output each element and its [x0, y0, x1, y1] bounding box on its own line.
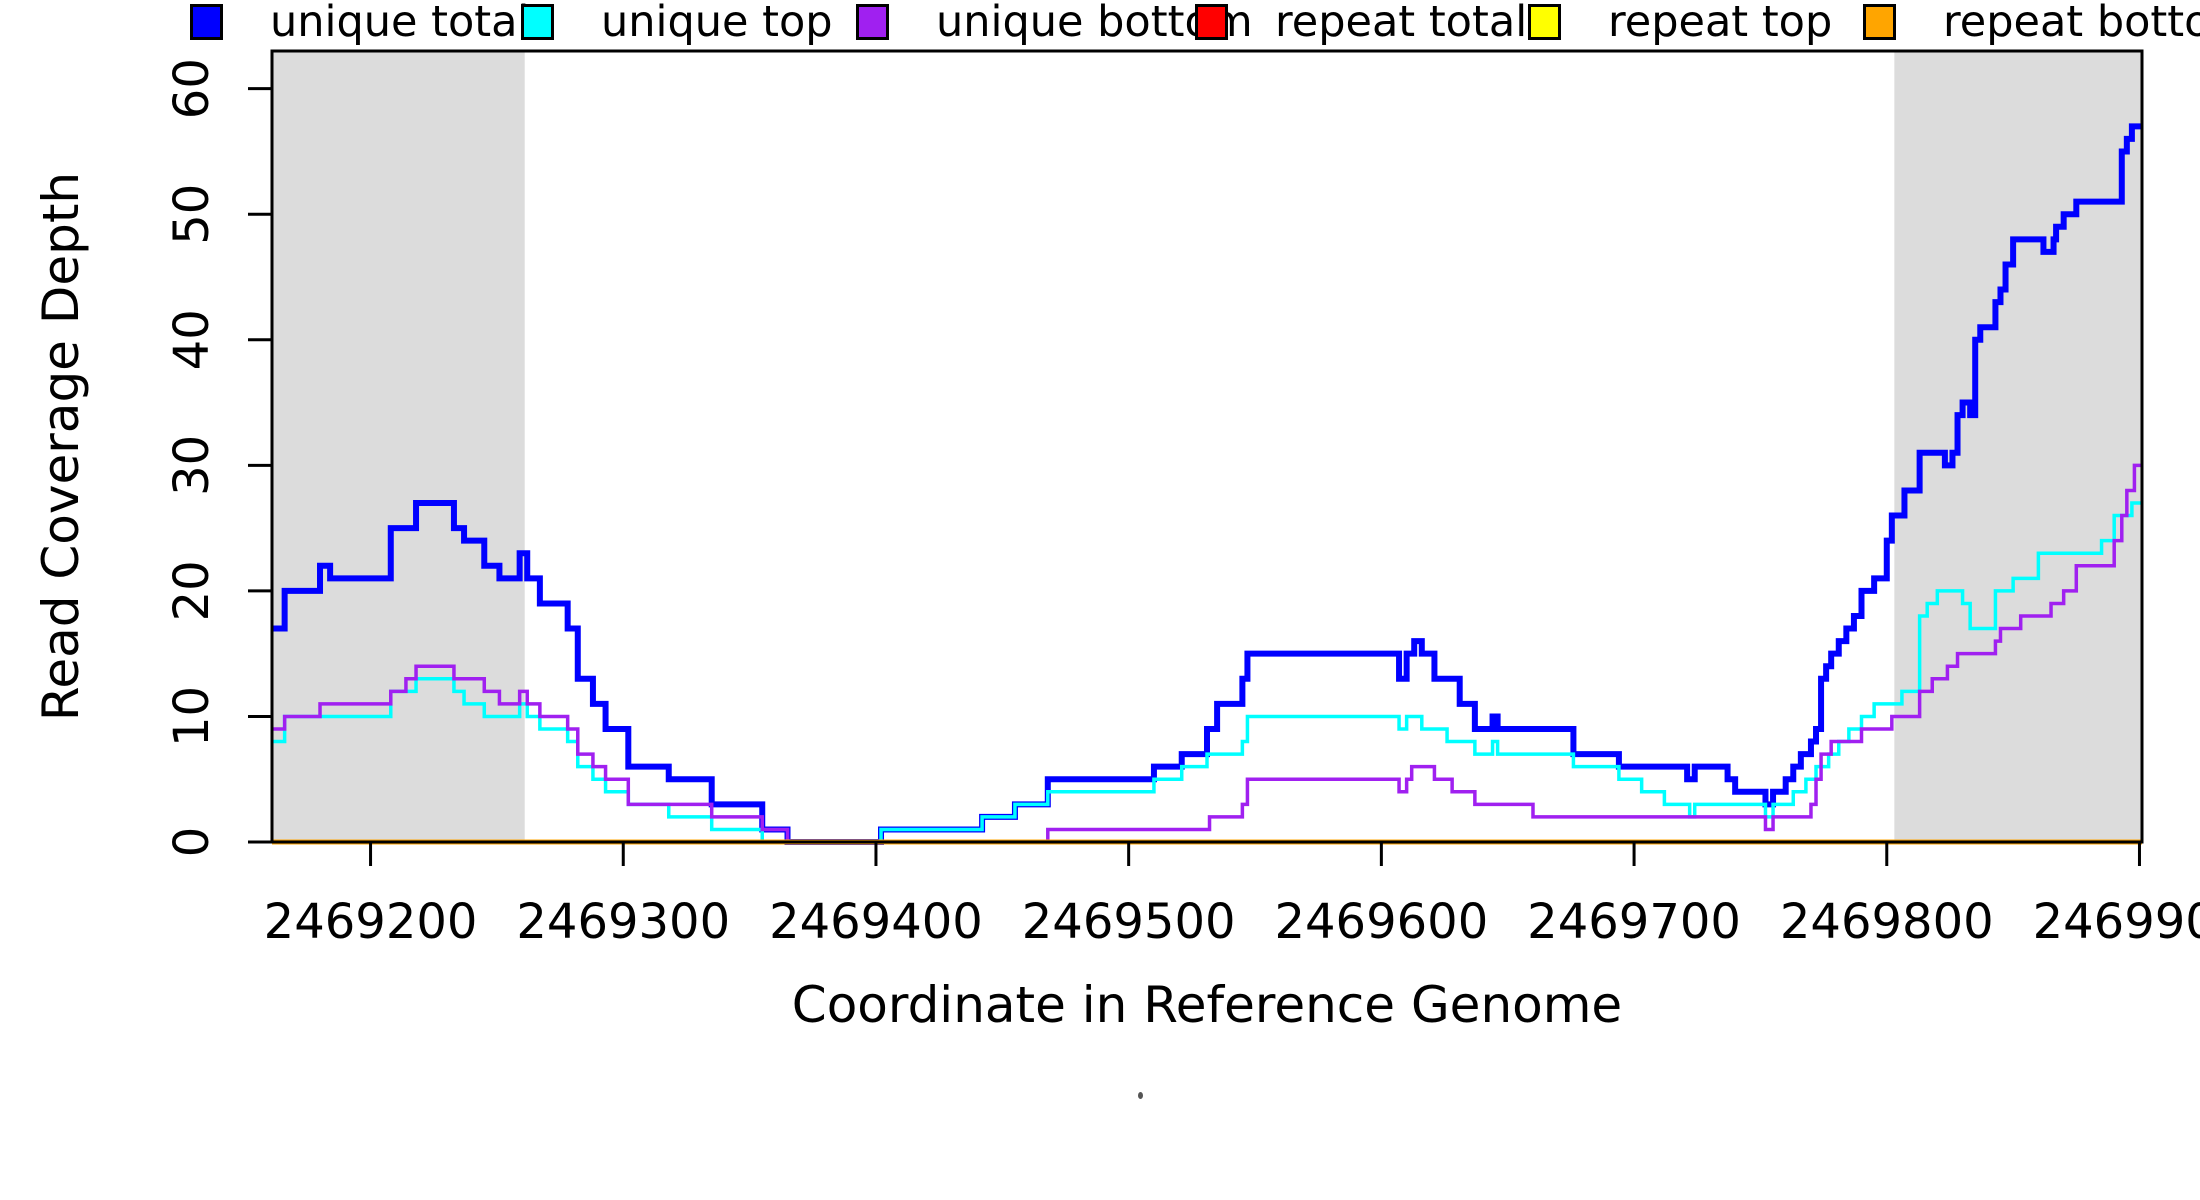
y-tick-label-30: 30 — [164, 435, 220, 496]
legend-label: unique total — [270, 0, 530, 47]
series-unique-bottom — [272, 463, 2142, 844]
legend-item-repeat-top: repeat top — [1528, 0, 1833, 47]
stray-dot — [1138, 1092, 1143, 1099]
x-tick-label-2469200: 2469200 — [264, 894, 478, 950]
y-tick-label-60: 60 — [164, 58, 220, 119]
axis-ticks — [248, 87, 2141, 866]
legend-label: unique top — [601, 0, 833, 47]
legend-swatch-unique-top — [521, 4, 554, 40]
x-tick-label-2469700: 2469700 — [1527, 894, 1741, 950]
legend-item-unique-bottom: unique bottom — [856, 0, 1253, 47]
x-tick-label-2469300: 2469300 — [516, 894, 730, 950]
legend-swatch-repeat-bottom — [1863, 4, 1896, 40]
x-tick-label-2469600: 2469600 — [1274, 894, 1488, 950]
legend-label: repeat total — [1275, 0, 1528, 47]
shaded-region-1 — [272, 51, 525, 842]
legend: unique total unique top unique bottom repea… — [0, 0, 2200, 48]
series-unique-total — [272, 123, 2142, 845]
x-tick-label-2469900: 2469900 — [2033, 894, 2200, 950]
legend-swatch-unique-total — [190, 4, 223, 40]
legend-swatch-unique-bottom — [856, 4, 889, 40]
legend-item-repeat-total: repeat total — [1195, 0, 1528, 47]
y-tick-label-20: 20 — [164, 560, 220, 621]
y-axis-title: Read Coverage Depth — [32, 172, 90, 721]
legend-label: repeat bottom — [1943, 0, 2200, 47]
series-lines — [272, 123, 2142, 845]
shaded-region-2 — [1894, 51, 2142, 842]
x-tick-label-2469400: 2469400 — [769, 894, 983, 950]
legend-item-unique-total: unique total — [190, 0, 530, 47]
y-tick-label-40: 40 — [164, 309, 220, 370]
y-tick-label-50: 50 — [164, 184, 220, 245]
y-tick-label-0: 0 — [164, 827, 220, 858]
shaded-regions — [272, 51, 2142, 842]
legend-swatch-repeat-top — [1528, 4, 1561, 40]
x-tick-label-2469500: 2469500 — [1022, 894, 1236, 950]
legend-label: repeat top — [1608, 0, 1833, 47]
legend-swatch-repeat-total — [1195, 4, 1228, 40]
legend-item-unique-top: unique top — [521, 0, 833, 47]
x-tick-label-2469800: 2469800 — [1780, 894, 1994, 950]
y-tick-label-10: 10 — [164, 686, 220, 747]
x-axis-title: Coordinate in Reference Genome — [792, 976, 1622, 1034]
plot-border — [270, 49, 2144, 844]
axis-tick-labels: 0 10 20 30 40 50 60 2469200 2469300 2469400 246950… — [164, 58, 2200, 950]
series-unique-top — [272, 501, 2142, 844]
legend-item-repeat-bottom: repeat bottom — [1863, 0, 2200, 47]
